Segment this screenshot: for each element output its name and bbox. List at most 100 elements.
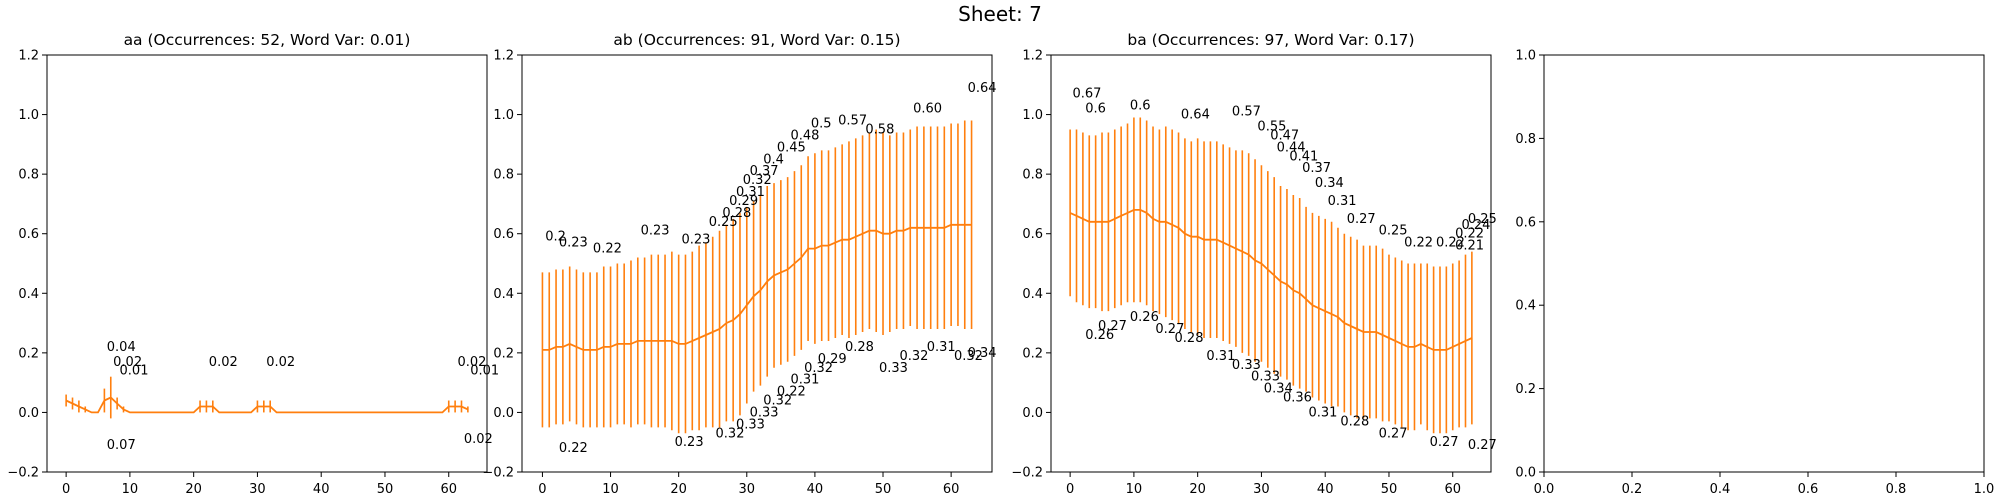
lower-data-label: 0.32 <box>899 349 928 364</box>
x-tick-label: 60 <box>1444 482 1461 497</box>
upper-data-label: 0.41 <box>1289 149 1318 164</box>
upper-data-label: 0.02 <box>266 355 295 370</box>
mean-line <box>65 396 469 414</box>
x-tick-label: 0.0 <box>1534 482 1555 497</box>
x-tick-label: 0.8 <box>1886 482 1907 497</box>
upper-data-label: 0.22 <box>1436 236 1465 251</box>
axes-frame <box>1543 54 1985 473</box>
y-tick-label: 0.0 <box>1515 466 1536 481</box>
y-tick-label: 0.2 <box>1022 346 1043 361</box>
lower-data-label: 0.36 <box>1283 391 1312 406</box>
upper-data-label: 0.32 <box>743 173 772 188</box>
y-tick-label: 0.4 <box>18 287 39 302</box>
x-tick-label: 40 <box>1317 482 1334 497</box>
axes-frame <box>46 54 488 473</box>
y-tick-label: −0.2 <box>482 466 514 481</box>
upper-data-label: 0.23 <box>559 236 588 251</box>
lower-data-label: 0.32 <box>716 426 745 441</box>
lower-data-label: 0.34 <box>1264 382 1293 397</box>
x-tick-label: 20 <box>670 482 687 497</box>
lower-data-label: 0.28 <box>1340 414 1369 429</box>
lower-data-label: 0.23 <box>675 435 704 450</box>
lower-data-label: 0.02 <box>464 432 493 447</box>
lower-data-label: 0.27 <box>1379 426 1408 441</box>
mean-line <box>1069 208 1473 351</box>
lower-data-label: 0.26 <box>1130 310 1159 325</box>
subplot-aa: aa (Occurrences: 52, Word Var: 0.01) 0 10 2… <box>7 31 499 497</box>
lower-data-label: 0.33 <box>750 405 779 420</box>
x-tick-label: 40 <box>313 482 330 497</box>
upper-data-label: 0.58 <box>865 122 894 137</box>
y-tick-label: 0.6 <box>493 227 514 242</box>
x-tick-label: 0 <box>62 482 70 497</box>
upper-data-label: 0.02 <box>113 355 142 370</box>
upper-data-label: 0.23 <box>681 233 710 248</box>
upper-data-label: 0.02 <box>209 355 238 370</box>
x-tick-label: 30 <box>1253 482 1270 497</box>
x-tick-label: 0 <box>538 482 546 497</box>
upper-data-label: 0.47 <box>1270 128 1299 143</box>
y-tick-label: 0.0 <box>493 406 514 421</box>
upper-data-label: 0.5 <box>811 117 832 132</box>
lower-data-label: 0.32 <box>804 361 833 376</box>
upper-data-label: 0.25 <box>1468 212 1497 227</box>
subplot-title: aa (Occurrences: 52, Word Var: 0.01) <box>124 31 411 49</box>
upper-data-label: 0.23 <box>641 224 670 239</box>
y-tick-label: 0.2 <box>18 346 39 361</box>
lower-data-label: 0.27 <box>1468 438 1497 453</box>
y-tick-label: 0.8 <box>18 168 39 183</box>
axes-frame <box>1050 54 1492 473</box>
y-tick-label: 1.2 <box>1022 49 1043 64</box>
y-tick-label: 1.0 <box>1022 108 1043 123</box>
lower-data-label: 0.31 <box>927 340 956 355</box>
plot-area <box>1069 117 1473 434</box>
subplot-title: ba (Occurrences: 97, Word Var: 0.17) <box>1127 31 1414 49</box>
x-tick-label: 10 <box>1126 482 1143 497</box>
lower-data-label: 0.34 <box>968 346 997 361</box>
y-tick-label: 0.4 <box>1515 299 1536 314</box>
upper-data-label: 0.57 <box>1232 105 1261 120</box>
lower-data-label: 0.33 <box>1251 370 1280 385</box>
upper-data-label: 0.31 <box>1328 194 1357 209</box>
lower-data-label: 0.07 <box>107 438 136 453</box>
lower-data-label: 0.27 <box>1098 319 1127 334</box>
y-tick-label: 0.4 <box>1022 287 1043 302</box>
lower-data-label: 0.22 <box>559 441 588 456</box>
y-tick-label: 0.8 <box>493 168 514 183</box>
lower-data-label: 0.31 <box>1308 405 1337 420</box>
upper-data-label: 0.22 <box>1404 236 1433 251</box>
x-tick-label: 50 <box>875 482 892 497</box>
lower-data-label: 0.31 <box>1206 349 1235 364</box>
x-tick-label: 10 <box>602 482 619 497</box>
x-tick-label: 50 <box>377 482 394 497</box>
upper-data-label: 0.64 <box>968 81 997 96</box>
y-tick-label: 1.0 <box>1515 49 1536 64</box>
upper-data-label: 0.29 <box>729 194 758 209</box>
y-tick-label: 0.2 <box>1515 382 1536 397</box>
y-tick-label: 1.2 <box>493 49 514 64</box>
upper-data-label: 0.31 <box>736 185 765 200</box>
x-tick-label: 0.4 <box>1710 482 1731 497</box>
upper-data-label: 0.21 <box>1455 239 1484 254</box>
x-tick-label: 0.2 <box>1622 482 1643 497</box>
upper-data-label: 0.48 <box>790 128 819 143</box>
upper-data-label: 0.37 <box>750 164 779 179</box>
y-tick-label: 0.0 <box>18 406 39 421</box>
x-tick-label: 60 <box>943 482 960 497</box>
lower-data-label: 0.33 <box>879 361 908 376</box>
upper-data-label: 0.6 <box>1130 99 1151 114</box>
lower-data-label: 0.31 <box>790 373 819 388</box>
y-tick-label: 0.2 <box>493 346 514 361</box>
lower-data-label: 0.27 <box>1155 322 1184 337</box>
y-tick-label: −0.2 <box>7 466 39 481</box>
upper-data-label: 0.01 <box>120 364 149 379</box>
y-tick-label: 1.2 <box>18 49 39 64</box>
y-tick-label: 0.8 <box>1022 168 1043 183</box>
upper-data-label: 0.22 <box>593 242 622 257</box>
upper-data-label: 0.01 <box>470 364 499 379</box>
y-tick-label: 1.0 <box>493 108 514 123</box>
upper-data-label: 0.04 <box>107 340 136 355</box>
upper-data-label: 0.37 <box>1302 161 1331 176</box>
upper-data-label: 0.28 <box>722 206 751 221</box>
